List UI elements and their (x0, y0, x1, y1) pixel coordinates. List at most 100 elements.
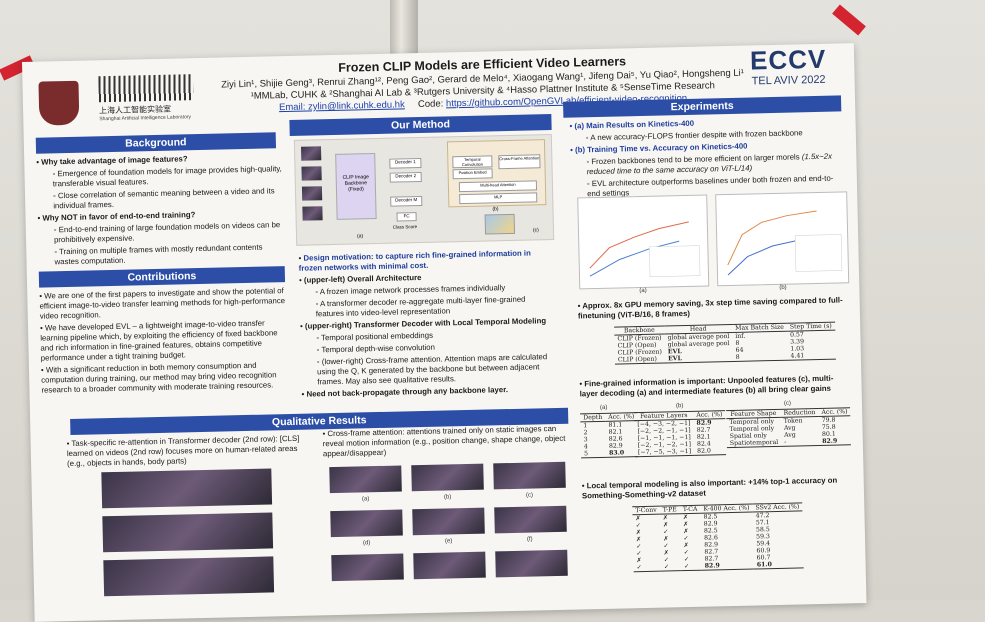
table-cell: ✓ (681, 562, 702, 571)
table-a-label: (a) (599, 404, 608, 411)
table-cell: 82.9 (701, 561, 754, 571)
background-bullet: Training on multiple frames with mostly … (54, 242, 263, 267)
table-cell: [−7, −5, −3, −1] (634, 447, 695, 457)
experiments-section: • (a) Main Results on Kinetics-400 ◦ A n… (569, 118, 834, 199)
contribution-bullet: We are one of the first papers to invest… (39, 286, 286, 321)
fc-block: FC (396, 212, 417, 222)
cross-frame-example (413, 551, 486, 580)
reattention-description: Task-specific re-attention in Transforme… (66, 433, 300, 469)
table-cell: 5 (580, 449, 607, 458)
feature-shape-table: Feature Shape Reduction Acc. (%) Temporal … (726, 407, 852, 448)
contribution-bullet: We have developed EVL – a lightweight im… (40, 318, 278, 363)
accuracy-flops-plot (577, 194, 710, 290)
contributions-section: • We are one of the first papers to inve… (39, 286, 286, 395)
cross-frame-diagram (484, 213, 516, 235)
reattention-text: • Task-specific re-attention in Transfor… (66, 433, 300, 469)
cross-frame-example (329, 465, 402, 494)
cross-frame-example (495, 549, 568, 578)
architecture-figure: CLIP Image Backbone (Fixed) Decoder 1 De… (293, 133, 555, 246)
table-cell: 82.0 (694, 447, 727, 456)
eccv-logo: ECCV TEL AVIV 2022 (738, 43, 839, 93)
cross-frame-text: • Cross-frame attention: attentions trai… (322, 423, 566, 459)
table-cell: Spatiotemporal (726, 438, 782, 448)
code-label: Code: (417, 98, 444, 111)
background-section: • Why take advantage of image features? … (36, 154, 282, 267)
design-motivation: Design motivation: to capture rich fine-… (298, 248, 531, 273)
table-header: Depth (580, 413, 606, 422)
cross-frame-example (493, 461, 566, 490)
table-c-label: (c) (783, 400, 792, 407)
cross-frame-block: Cross-Frame Attention (498, 154, 541, 170)
table-header: Acc. (%) (693, 410, 726, 420)
method-section: • Design motivation: to capture rich fin… (298, 248, 548, 399)
gpu-saving-note: • Approx. 8x GPU memory saving, 3x step … (577, 295, 843, 321)
background-bullet: End-to-end training of large foundation … (53, 220, 281, 245)
cross-frame-example (330, 509, 403, 538)
table-row: Spatiotemporal -82.9 (726, 437, 852, 448)
table-cell: ✓ (660, 563, 682, 572)
cross-frame-example (331, 553, 404, 582)
results-b-title: (b) Training Time vs. Accuracy on Kineti… (574, 141, 748, 155)
plot-series-line (727, 238, 803, 276)
background-question-1: Why take advantage of image features? (41, 154, 188, 167)
contributions-header: Contributions (38, 266, 286, 288)
attention-strip (103, 556, 275, 597)
figure-label-b: (b) (492, 206, 499, 213)
plot-a-svg (589, 221, 701, 278)
backbone-block: CLIP Image Backbone (Fixed) (335, 153, 377, 220)
mha-block: Multi-head Attention (458, 180, 538, 193)
example-label: (f) (526, 536, 533, 543)
plot-a-label: (a) (639, 287, 647, 295)
table-header: T-PE (659, 505, 680, 515)
table-cell: 4.41 (787, 351, 836, 361)
method-bullet: Temporal depth-wise convolution (321, 342, 436, 355)
architecture-title: (upper-left) Overall Architecture (303, 272, 422, 285)
attention-strip (102, 512, 274, 553)
cross-frame-example (494, 505, 567, 534)
table-cell: 61.0 (753, 560, 804, 570)
table-cell: 8 (732, 352, 788, 362)
email-link[interactable]: Email: zylin@link.cuhk.edu.hk (278, 99, 405, 114)
table-row: [−7, −5, −3, −1] 82.0 (634, 447, 727, 457)
table-header: T-Conv (632, 506, 660, 515)
plot-legend (794, 234, 843, 272)
table-cell: - (781, 438, 820, 447)
mlp-block: MLP (459, 192, 538, 205)
table-header: Acc. (%) (818, 407, 851, 417)
table-cell: CLIP (Open) (614, 355, 666, 365)
table-cell: ✓ (633, 563, 662, 572)
method-bullet: A transformer decoder re-aggregate multi… (315, 294, 526, 319)
table-header: T-CA (679, 505, 701, 514)
table-cell: 82.9 (819, 437, 852, 446)
plot-b-label: (b) (779, 284, 787, 291)
eccv-text: ECCV (749, 43, 827, 76)
table-header: Reduction (780, 408, 819, 418)
decoder-block: Decoder M (390, 195, 423, 207)
example-label: (c) (525, 492, 534, 499)
training-time-plot (715, 191, 850, 287)
background-bullet: Close correlation of semantic meaning be… (53, 186, 275, 211)
fine-grained-text: Fine-grained information is important: U… (579, 373, 834, 399)
class-score-label: Class Score (392, 224, 418, 230)
frame-thumbnail (301, 166, 322, 181)
temporal-conv-block: Temporal Convolution (452, 155, 493, 169)
example-label: (e) (444, 538, 453, 545)
results-a-title: (a) Main Results on Kinetics-400 (574, 118, 695, 131)
table-b-label: (b) (675, 403, 684, 410)
no-backprop-note: Need not back-propagate through any back… (306, 385, 509, 399)
decoder-detail-panel: Temporal Convolution Position Embed Cros… (446, 139, 547, 208)
background-header: Background (35, 132, 277, 154)
plot-series-line (727, 210, 817, 266)
figure-label-c: (c) (532, 227, 539, 234)
cross-frame-example (412, 507, 485, 536)
plot-legend (649, 245, 701, 278)
contribution-bullet: With a significant reduction in both mem… (41, 360, 277, 395)
decoder-block: Decoder 2 (389, 171, 422, 183)
table-header: Acc. (%) (605, 412, 638, 422)
gpu-note-text: Approx. 8x GPU memory saving, 3x step ti… (577, 295, 843, 321)
decoder-block: Decoder 1 (389, 157, 422, 169)
figure-label-a: (a) (356, 233, 364, 240)
background-question-2: Why NOT in favor of end-to-end training? (42, 210, 196, 223)
position-embed-block: Position Embed (452, 168, 493, 180)
